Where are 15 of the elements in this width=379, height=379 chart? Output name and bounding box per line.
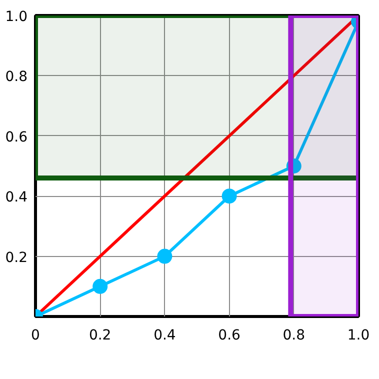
y-tick-label: 1.0 bbox=[5, 9, 28, 25]
x-tick-label: 0.6 bbox=[218, 328, 241, 344]
x-tick-label: 0.2 bbox=[88, 328, 112, 344]
point bbox=[157, 248, 172, 264]
x-tick-label: 1.0 bbox=[347, 328, 370, 344]
point bbox=[222, 188, 237, 204]
y-tick-label: 0.2 bbox=[5, 250, 28, 266]
x-tick-label: 0.8 bbox=[282, 328, 306, 344]
x-tick-label: 0 bbox=[31, 328, 40, 344]
y-tick-label: 0.4 bbox=[5, 190, 28, 206]
x-tick-label: 0.4 bbox=[154, 328, 176, 344]
y-tick-label: 0.6 bbox=[5, 129, 28, 146]
y-tick-label: 0.8 bbox=[5, 69, 28, 86]
point bbox=[92, 278, 108, 294]
point bbox=[286, 158, 302, 174]
